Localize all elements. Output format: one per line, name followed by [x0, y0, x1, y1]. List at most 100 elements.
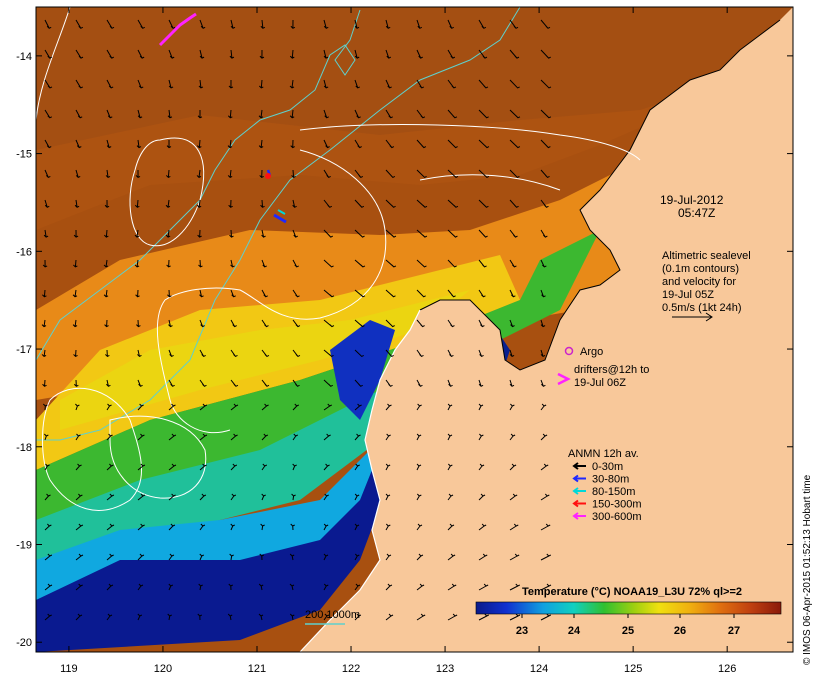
- velocity-arrow: [323, 49, 329, 59]
- velocity-arrow: [354, 109, 361, 119]
- velocity-arrow: [385, 553, 392, 561]
- velocity-arrow: [75, 49, 84, 59]
- velocity-arrow: [165, 169, 171, 179]
- velocity-arrow: [540, 463, 549, 471]
- velocity-arrow: [289, 613, 295, 621]
- velocity-arrow: [41, 349, 47, 358]
- velocity-arrow: [228, 583, 233, 591]
- velocity-arrow: [290, 139, 295, 149]
- velocity-arrow: [447, 379, 453, 387]
- velocity-arrow: [447, 463, 453, 471]
- land-mass: [300, 7, 793, 652]
- velocity-arrow: [197, 613, 203, 621]
- velocity-arrow: [292, 403, 300, 411]
- velocity-arrow: [258, 139, 264, 149]
- velocity-arrow: [289, 583, 295, 591]
- velocity-arrow: [75, 139, 82, 149]
- drifter-marker: [557, 372, 571, 386]
- velocity-arrow: [230, 349, 238, 358]
- velocity-arrow: [385, 49, 392, 59]
- y-axis-ticks: -14 -15 -16 -17 -18 -19 -20: [16, 51, 793, 649]
- velocity-arrow: [137, 19, 145, 29]
- velocity-arrow: [509, 349, 515, 358]
- colorbar-tick-label: 25: [622, 625, 634, 637]
- velocity-arrow: [478, 79, 489, 89]
- isobath-legend-label: 200 1000m: [305, 609, 360, 621]
- velocity-arrow: [227, 169, 233, 179]
- velocity-arrow: [44, 493, 51, 501]
- velocity-arrow: [230, 433, 238, 441]
- velocity-arrow: [416, 553, 424, 561]
- velocity-arrow: [540, 583, 552, 591]
- velocity-arrow: [137, 109, 143, 119]
- velocity-arrow: [104, 319, 109, 328]
- velocity-arrow: [289, 79, 295, 89]
- velocity-arrow: [354, 19, 360, 29]
- velocity-arrow: [261, 403, 269, 411]
- velocity-arrow: [478, 523, 487, 531]
- velocity-arrow: [416, 289, 426, 298]
- velocity-arrow: [73, 349, 78, 358]
- velocity-arrow: [106, 49, 114, 59]
- velocity-arrow: [290, 523, 295, 531]
- velocity-arrow: [72, 319, 78, 328]
- velocity-arrow: [354, 493, 360, 501]
- x-tick-label: 121: [248, 663, 266, 675]
- velocity-arrow: [323, 433, 331, 441]
- velocity-arrow: [323, 79, 329, 89]
- velocity-arrow: [106, 139, 112, 149]
- velocity-arrow: [258, 583, 264, 591]
- velocity-arrow: [447, 349, 454, 358]
- velocity-arrow: [354, 199, 365, 208]
- velocity-arrow: [354, 463, 360, 471]
- velocity-arrow: [509, 433, 516, 441]
- velocity-arrow: [289, 49, 295, 59]
- velocity-arrow: [168, 433, 177, 441]
- velocity-arrow: [228, 79, 234, 89]
- velocity-arrow: [385, 463, 391, 471]
- velocity-arrow: [291, 169, 296, 179]
- velocity-arrow: [230, 259, 235, 268]
- velocity-arrow: [416, 259, 427, 268]
- velocity-arrow: [41, 319, 47, 328]
- velocity-arrow: [199, 403, 208, 411]
- velocity-arrow: [478, 583, 489, 591]
- velocity-arrow: [199, 319, 205, 328]
- velocity-arrow: [540, 403, 547, 411]
- velocity-arrow: [385, 523, 391, 531]
- velocity-arrow: [230, 379, 239, 387]
- x-tick-label: 123: [436, 663, 454, 675]
- platform-legend: Argo drifters@12h to 19-Jul 06Z: [557, 346, 649, 389]
- velocity-arrow: [478, 289, 486, 298]
- isobath-200m: [36, 9, 361, 361]
- colorbar-tick-label: 26: [674, 625, 686, 637]
- time-label: 05:47Z: [678, 206, 715, 220]
- velocity-arrow: [416, 169, 427, 179]
- anmn-legend: ANMN 12h av. 0-30m30-80m80-150m150-300m3…: [568, 448, 642, 523]
- velocity-arrow: [166, 139, 172, 149]
- velocity-arrow: [385, 199, 396, 208]
- velocity-arrow: [199, 493, 207, 501]
- velocity-arrow: [354, 319, 365, 328]
- velocity-arrow: [478, 139, 490, 149]
- velocity-arrow: [106, 583, 114, 591]
- velocity-arrow: [104, 229, 109, 238]
- velocity-arrow: [167, 109, 173, 119]
- y-tick-label: -16: [16, 246, 32, 258]
- y-tick-label: -18: [16, 442, 32, 454]
- velocity-arrow: [136, 319, 141, 328]
- velocity-arrow: [478, 553, 488, 561]
- velocity-arrow: [447, 493, 454, 501]
- velocity-arrow: [168, 523, 176, 531]
- velocity-arrow: [416, 319, 425, 328]
- velocity-arrow: [478, 229, 488, 238]
- x-tick-label: 120: [154, 663, 172, 675]
- velocity-arrow: [416, 229, 428, 238]
- velocity-arrow: [289, 109, 295, 119]
- velocity-arrow: [478, 19, 487, 29]
- anmn-legend-label: 0-30m: [592, 461, 623, 473]
- velocity-arrow: [447, 613, 458, 621]
- velocity-arrow: [261, 349, 270, 358]
- velocity-arrow: [227, 109, 233, 119]
- velocity-arrow: [135, 289, 140, 298]
